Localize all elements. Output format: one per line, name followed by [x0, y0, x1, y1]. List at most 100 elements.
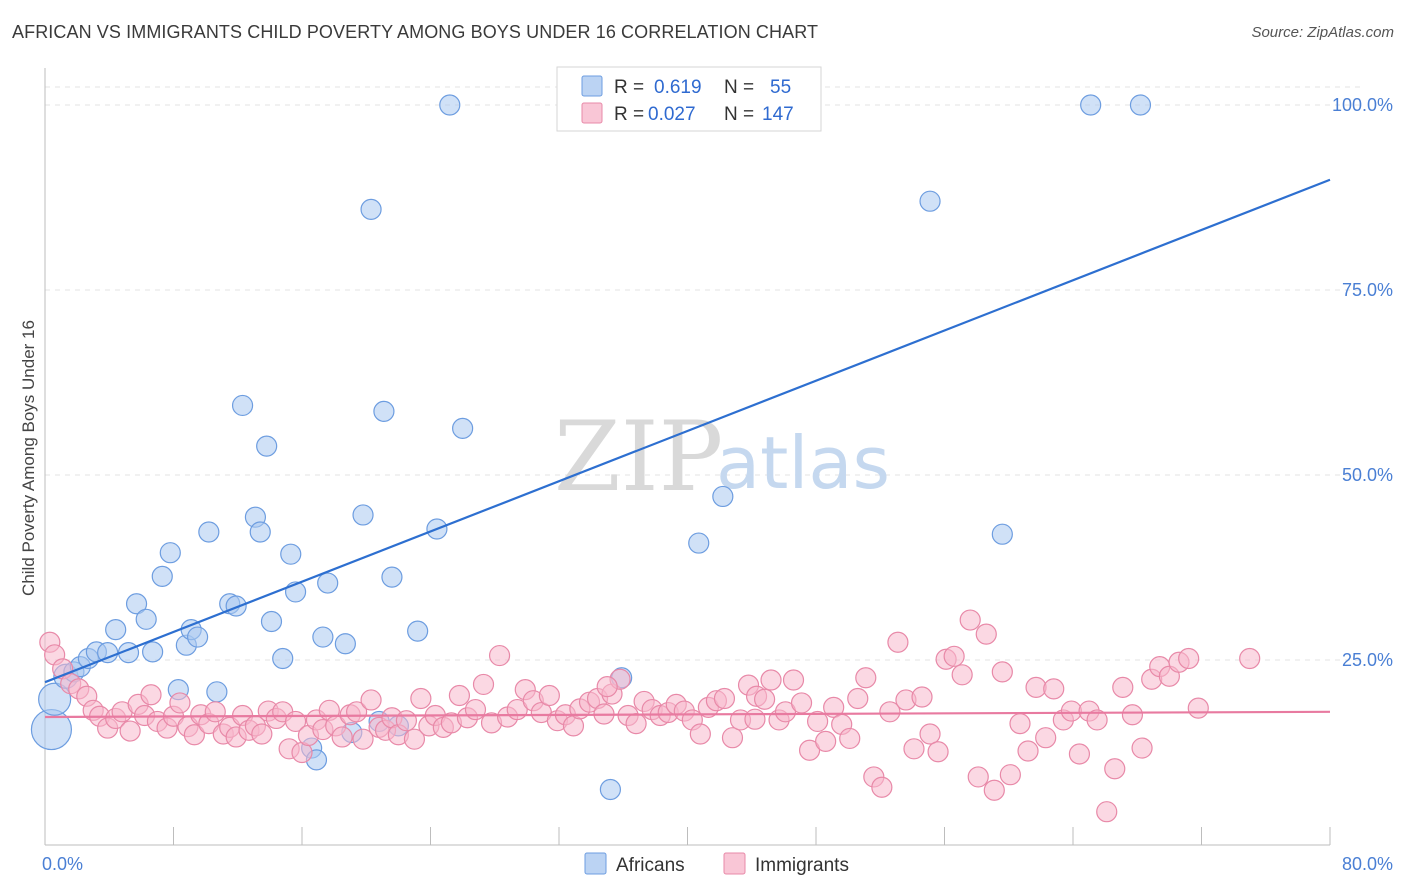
data-point-immigrants [1035, 727, 1057, 749]
data-point-immigrants [625, 713, 647, 735]
data-point-africans [312, 626, 334, 648]
data-point-immigrants [472, 673, 495, 696]
trend-line-immigrants [44, 710, 1331, 719]
data-point-immigrants [1025, 676, 1047, 698]
data-point-africans [1080, 94, 1102, 116]
data-point-africans [334, 633, 356, 655]
bottom-legend-swatch-africans [584, 852, 607, 875]
series-immigrants [39, 609, 1261, 823]
data-point-immigrants [352, 728, 374, 750]
data-point-africans [198, 521, 220, 543]
data-point-immigrants [1009, 713, 1031, 735]
data-point-immigrants [807, 710, 829, 733]
data-point-immigrants [464, 698, 487, 721]
data-points [30, 94, 1261, 823]
data-point-africans [272, 647, 294, 670]
legend-swatch-immigrants [581, 102, 603, 124]
data-point-africans [186, 626, 209, 648]
bottom-legend-africans: Africans [616, 855, 685, 876]
data-point-africans [151, 565, 173, 587]
trend-line-africans [44, 178, 1331, 684]
bottom-legend-immigrants: Immigrants [755, 855, 849, 876]
data-point-immigrants [1178, 647, 1200, 670]
data-point-immigrants [1060, 700, 1082, 722]
data-point-immigrants [488, 644, 511, 667]
data-point-africans [991, 523, 1013, 545]
data-point-immigrants [975, 623, 997, 645]
data-point-immigrants [1239, 647, 1261, 670]
data-point-africans [225, 595, 247, 617]
data-point-africans [373, 400, 395, 422]
data-point-africans [97, 641, 119, 664]
data-point-immigrants [1096, 801, 1118, 823]
data-point-africans [381, 566, 403, 588]
data-point-immigrants [879, 701, 901, 723]
data-point-immigrants [713, 687, 736, 710]
data-point-africans [452, 417, 474, 439]
data-point-immigrants [1187, 697, 1209, 719]
data-point-immigrants [951, 664, 973, 686]
data-point-immigrants [448, 684, 471, 707]
y-tick-label: 50.0% [1342, 465, 1393, 485]
y-tick-label: 25.0% [1342, 650, 1393, 670]
legend-r-value: 0.027 [648, 104, 696, 125]
data-point-immigrants [753, 688, 776, 710]
data-point-immigrants [839, 727, 861, 750]
data-point-africans [231, 394, 254, 417]
data-point-africans [280, 543, 302, 565]
data-point-africans [256, 435, 278, 457]
data-point-africans [260, 610, 283, 633]
data-point-immigrants [790, 692, 813, 714]
data-point-immigrants [815, 730, 837, 753]
y-tick-label: 100.0% [1332, 95, 1393, 115]
data-point-immigrants [1121, 704, 1144, 726]
y-tick-label: 75.0% [1342, 280, 1393, 300]
data-point-immigrants [1086, 709, 1108, 731]
data-point-immigrants [331, 726, 353, 748]
legend: R = 0.619 N = 55 R = 0.027 N = 147 [556, 66, 822, 132]
data-point-immigrants [943, 645, 965, 667]
y-axis-label: Child Poverty Among Boys Under 16 [19, 320, 38, 596]
data-point-immigrants [596, 676, 618, 698]
data-point-immigrants [395, 710, 418, 732]
data-point-immigrants [967, 766, 989, 788]
data-point-africans [159, 542, 181, 564]
data-point-immigrants [887, 631, 909, 653]
data-point-africans [38, 682, 72, 716]
data-point-immigrants [774, 701, 797, 723]
legend-n-label: N = [724, 77, 754, 98]
data-point-immigrants [689, 723, 711, 745]
data-point-africans [599, 778, 622, 801]
data-point-africans [135, 608, 157, 630]
data-point-immigrants [119, 720, 141, 742]
data-point-immigrants [959, 609, 981, 631]
data-point-immigrants [999, 764, 1021, 786]
watermark: ZIP atlas [554, 401, 890, 513]
data-point-africans [688, 532, 710, 554]
data-point-immigrants [183, 724, 205, 746]
data-point-africans [105, 619, 127, 641]
legend-r-value: 0.619 [654, 77, 702, 98]
data-point-immigrants [538, 684, 560, 707]
data-point-africans [407, 620, 429, 642]
data-point-immigrants [140, 684, 162, 706]
data-point-immigrants [983, 779, 1005, 801]
data-point-africans [249, 521, 271, 543]
data-point-africans [317, 572, 339, 594]
data-point-africans [919, 190, 941, 212]
data-point-immigrants [798, 739, 821, 761]
grid-lines [45, 86, 1365, 661]
data-point-immigrants [1104, 758, 1126, 780]
data-point-immigrants [1112, 676, 1134, 698]
data-point-immigrants [927, 741, 949, 763]
data-point-immigrants [823, 696, 845, 718]
data-point-immigrants [744, 708, 766, 730]
data-point-immigrants [871, 776, 893, 798]
legend-n-label: N = [724, 104, 754, 125]
data-point-immigrants [360, 689, 382, 711]
data-point-immigrants [1068, 743, 1091, 765]
data-point-africans [125, 593, 148, 615]
data-point-africans [1129, 94, 1152, 116]
x-tick-label: 80.0% [1342, 854, 1393, 874]
